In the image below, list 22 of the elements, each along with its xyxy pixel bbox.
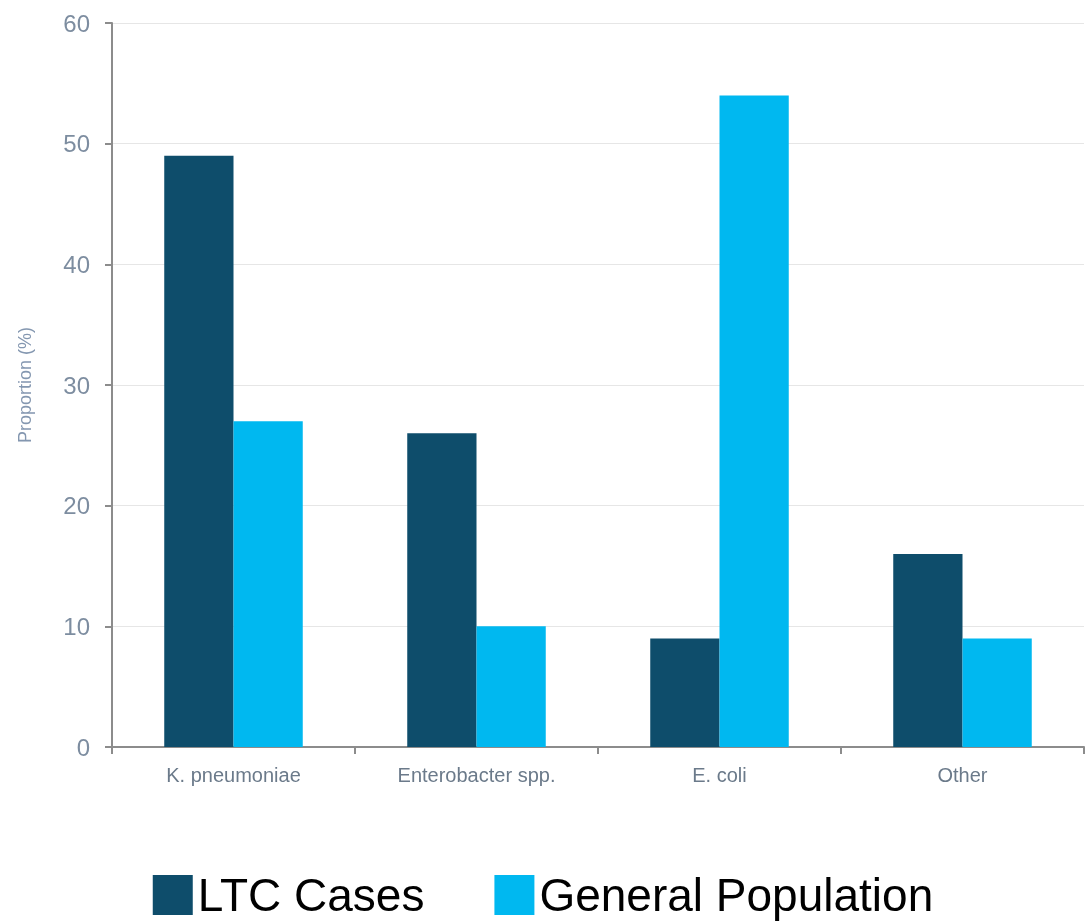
y-tick-label: 0	[76, 733, 90, 761]
bar	[650, 638, 720, 747]
x-tick-label: E. coli	[692, 764, 747, 786]
bar	[893, 553, 963, 747]
legend-label: LTC Cases	[197, 869, 425, 921]
bar	[407, 433, 477, 747]
bar	[476, 626, 546, 747]
y-tick-label: 40	[63, 250, 90, 278]
x-tick-label: Enterobacter spp.	[397, 764, 556, 786]
y-tick-label: 10	[63, 612, 90, 640]
bar	[719, 95, 789, 747]
y-axis-title: Proportion (%)	[15, 326, 35, 444]
y-tick-label: 20	[63, 492, 90, 520]
x-tick-label: Other	[937, 764, 988, 786]
bar	[962, 638, 1032, 747]
x-tick-label: K. pneumoniae	[166, 764, 301, 786]
y-tick-label: 30	[63, 371, 90, 399]
bar	[164, 155, 234, 747]
legend-label: General Population	[539, 869, 934, 921]
bar	[233, 421, 303, 747]
y-tick-label: 60	[63, 9, 90, 37]
y-tick-label: 50	[63, 130, 90, 158]
